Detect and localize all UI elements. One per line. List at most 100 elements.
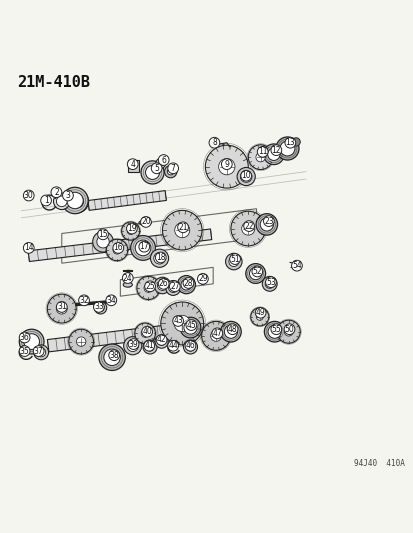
Circle shape bbox=[106, 239, 128, 261]
Circle shape bbox=[240, 171, 251, 181]
Text: 8: 8 bbox=[211, 138, 216, 147]
Circle shape bbox=[228, 256, 238, 266]
Text: 50: 50 bbox=[284, 325, 294, 334]
Text: 1: 1 bbox=[44, 196, 48, 205]
Circle shape bbox=[23, 243, 34, 253]
Circle shape bbox=[122, 273, 133, 284]
Text: 31: 31 bbox=[57, 302, 66, 311]
Circle shape bbox=[141, 161, 164, 184]
Circle shape bbox=[78, 295, 89, 306]
Circle shape bbox=[123, 337, 142, 355]
Circle shape bbox=[97, 236, 109, 248]
Circle shape bbox=[33, 345, 48, 360]
Circle shape bbox=[154, 335, 168, 348]
Text: 4: 4 bbox=[130, 160, 135, 168]
Circle shape bbox=[137, 277, 159, 300]
Text: 10: 10 bbox=[241, 171, 250, 180]
Circle shape bbox=[165, 280, 180, 295]
Circle shape bbox=[158, 155, 169, 165]
Bar bbox=[128, 160, 139, 172]
Polygon shape bbox=[47, 323, 183, 352]
Text: 30: 30 bbox=[24, 191, 33, 200]
Circle shape bbox=[56, 196, 67, 207]
Circle shape bbox=[185, 320, 196, 330]
Polygon shape bbox=[88, 191, 166, 211]
Circle shape bbox=[70, 195, 83, 208]
Circle shape bbox=[69, 329, 93, 354]
Circle shape bbox=[40, 195, 51, 206]
Circle shape bbox=[157, 160, 163, 166]
Circle shape bbox=[56, 302, 67, 312]
Text: 5: 5 bbox=[154, 164, 159, 173]
Circle shape bbox=[62, 190, 73, 201]
Text: 94J40  410A: 94J40 410A bbox=[354, 459, 404, 468]
Circle shape bbox=[284, 327, 292, 336]
Circle shape bbox=[19, 329, 44, 354]
Text: 15: 15 bbox=[98, 230, 107, 239]
Circle shape bbox=[155, 158, 165, 168]
Text: 29: 29 bbox=[197, 274, 207, 284]
Circle shape bbox=[267, 148, 279, 160]
Circle shape bbox=[256, 214, 277, 235]
Circle shape bbox=[145, 165, 159, 180]
Circle shape bbox=[186, 343, 194, 351]
Text: 21M-410B: 21M-410B bbox=[17, 75, 90, 90]
Text: 26: 26 bbox=[159, 279, 168, 288]
Text: 19: 19 bbox=[127, 224, 136, 233]
Text: 16: 16 bbox=[113, 244, 123, 253]
Text: 13: 13 bbox=[285, 138, 294, 147]
Text: 21: 21 bbox=[178, 223, 188, 232]
Text: 3: 3 bbox=[65, 191, 70, 200]
Circle shape bbox=[262, 277, 276, 291]
Text: 55: 55 bbox=[271, 325, 280, 334]
Circle shape bbox=[263, 216, 273, 227]
Circle shape bbox=[62, 187, 88, 214]
Circle shape bbox=[113, 243, 123, 253]
Circle shape bbox=[23, 190, 34, 201]
Text: 6: 6 bbox=[161, 156, 166, 165]
Circle shape bbox=[168, 284, 177, 293]
Circle shape bbox=[145, 343, 154, 351]
Circle shape bbox=[183, 321, 197, 334]
Circle shape bbox=[174, 223, 189, 238]
Circle shape bbox=[180, 279, 191, 290]
Circle shape bbox=[157, 280, 167, 290]
Text: 28: 28 bbox=[183, 279, 193, 287]
Circle shape bbox=[220, 321, 241, 342]
Circle shape bbox=[33, 346, 44, 357]
Ellipse shape bbox=[123, 282, 132, 287]
Circle shape bbox=[36, 348, 45, 357]
Circle shape bbox=[197, 273, 208, 284]
Text: 38: 38 bbox=[109, 351, 119, 360]
Circle shape bbox=[205, 145, 248, 188]
Circle shape bbox=[263, 144, 283, 165]
Circle shape bbox=[224, 325, 237, 338]
Circle shape bbox=[127, 159, 138, 169]
Circle shape bbox=[243, 221, 254, 231]
Circle shape bbox=[210, 330, 221, 341]
Circle shape bbox=[185, 341, 195, 351]
Circle shape bbox=[174, 316, 190, 332]
Circle shape bbox=[66, 192, 83, 209]
Circle shape bbox=[113, 246, 121, 254]
Text: 51: 51 bbox=[230, 255, 239, 264]
Circle shape bbox=[142, 326, 152, 337]
Circle shape bbox=[76, 337, 85, 346]
Text: 36: 36 bbox=[20, 333, 29, 342]
Text: 45: 45 bbox=[186, 320, 196, 329]
Circle shape bbox=[283, 324, 294, 335]
Text: 25: 25 bbox=[145, 282, 154, 291]
Circle shape bbox=[167, 341, 178, 351]
Circle shape bbox=[47, 294, 76, 323]
Circle shape bbox=[99, 344, 125, 370]
Circle shape bbox=[180, 317, 200, 338]
Text: 35: 35 bbox=[20, 346, 29, 356]
Circle shape bbox=[97, 304, 104, 311]
Circle shape bbox=[128, 338, 139, 350]
Circle shape bbox=[265, 279, 273, 288]
Circle shape bbox=[154, 277, 170, 294]
Text: 53: 53 bbox=[266, 278, 275, 287]
Text: 46: 46 bbox=[185, 341, 195, 350]
Circle shape bbox=[279, 141, 294, 156]
Circle shape bbox=[121, 222, 140, 240]
